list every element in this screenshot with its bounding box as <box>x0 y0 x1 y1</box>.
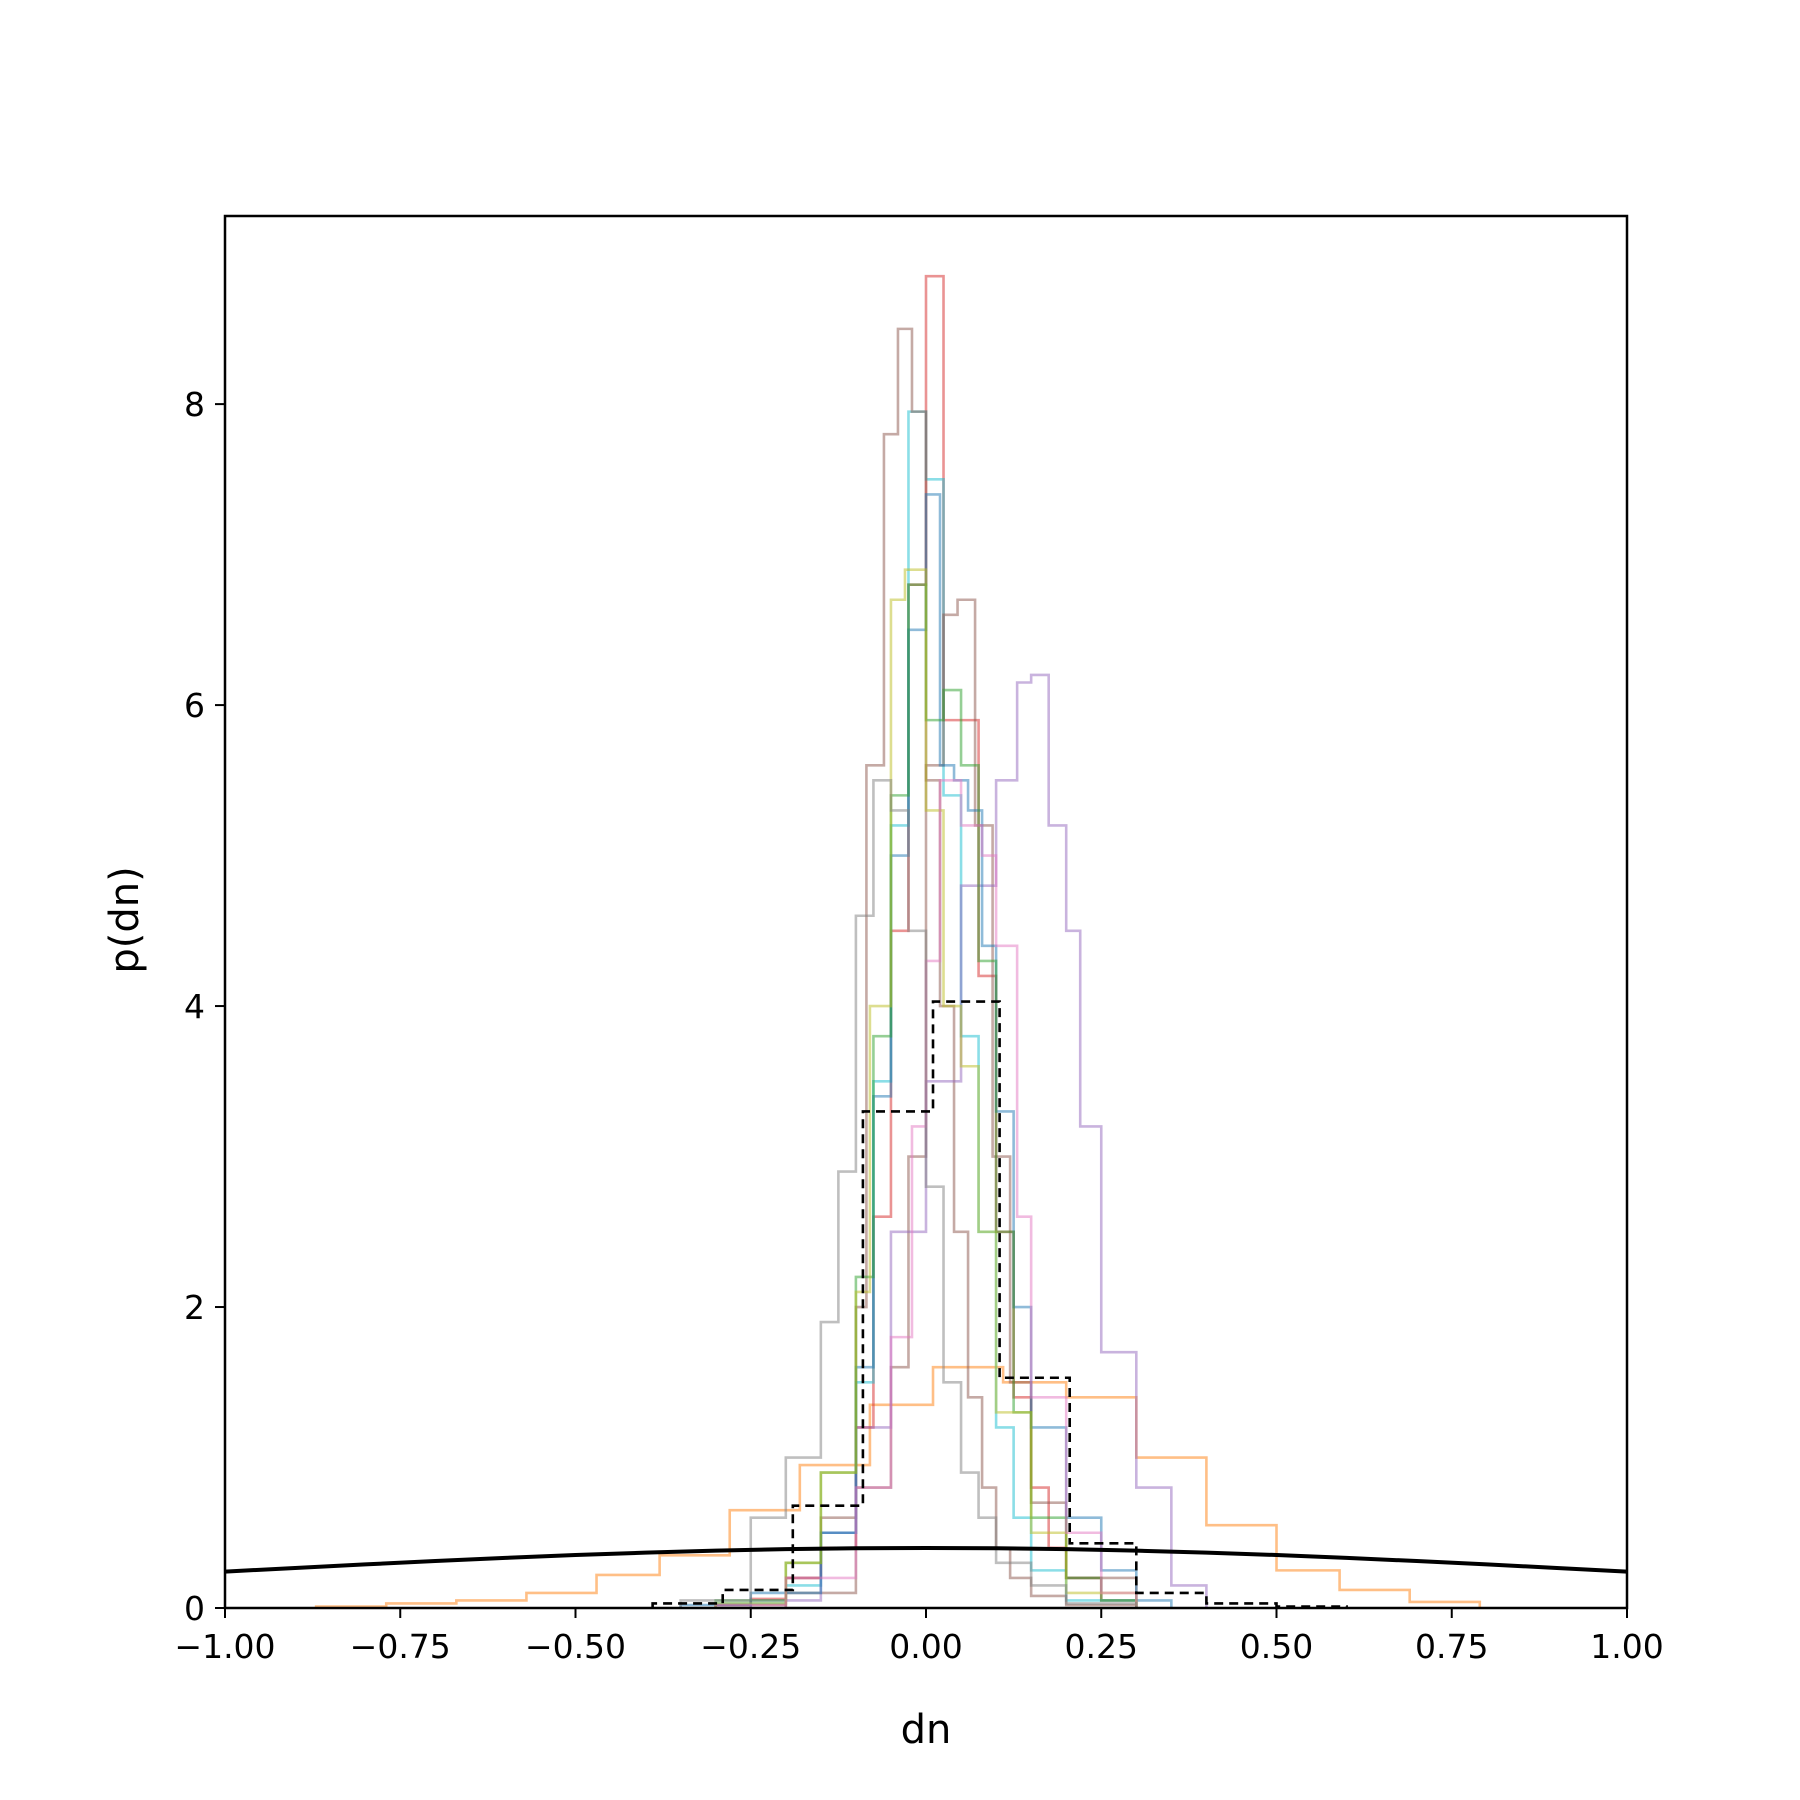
combined-histogram <box>651 1000 1348 1608</box>
y-tick-label: 2 <box>184 1288 205 1327</box>
x-tick-label: 0.75 <box>1415 1627 1488 1666</box>
x-tick-label: 0.25 <box>1065 1627 1138 1666</box>
y-tick-label: 8 <box>184 385 205 424</box>
posterior-histogram-10 <box>714 568 1138 1608</box>
x-axis-label: dn <box>901 1707 952 1753</box>
x-tick-label: −0.25 <box>700 1627 801 1666</box>
prior-curve <box>225 1545 1627 1574</box>
y-tick-label: 4 <box>184 987 205 1026</box>
x-tick-label: −0.50 <box>525 1627 626 1666</box>
posterior-histogram-12 <box>679 779 1138 1608</box>
x-tick-label: 0.50 <box>1240 1627 1313 1666</box>
series-layer <box>225 274 1627 1608</box>
x-tick-label: 1.00 <box>1590 1627 1663 1666</box>
x-tick-label: −0.75 <box>350 1627 451 1666</box>
y-axis-label: p(dn) <box>102 866 148 973</box>
posterior-histogram-2 <box>314 1365 1482 1608</box>
x-tick-label: −1.00 <box>174 1627 275 1666</box>
posterior-histogram-11 <box>714 779 1138 1608</box>
ticks-layer: −1.00 −0.75 −0.50 −0.25 0.00 0.25 0.50 0.75 1.00… <box>174 385 1663 1666</box>
y-tick-label: 0 <box>184 1589 205 1628</box>
posterior-histogram-5 <box>714 327 1138 1608</box>
x-tick-label: 0.00 <box>889 1627 962 1666</box>
y-tick-label: 6 <box>184 686 205 725</box>
